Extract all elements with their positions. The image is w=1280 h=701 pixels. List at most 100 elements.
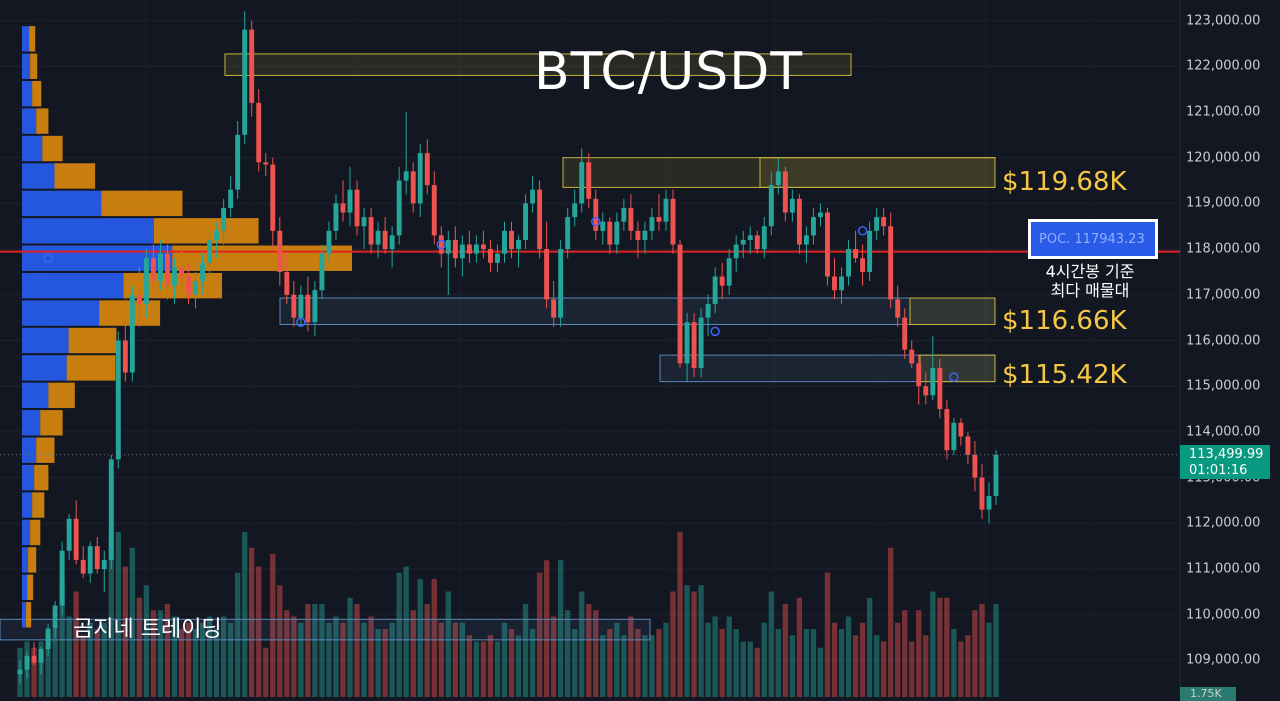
- candle-body: [52, 605, 58, 629]
- volume-bar: [565, 610, 571, 697]
- volume-bar: [719, 629, 725, 697]
- chart-title: BTC/USDT: [534, 42, 804, 102]
- price-tick-label: 118,000.00: [1186, 241, 1261, 257]
- candle-body: [319, 253, 325, 291]
- volume-bar: [220, 616, 227, 697]
- volume-bar: [129, 547, 136, 697]
- zone-label-115-42k: $115.42K: [1002, 360, 1127, 390]
- candle-body: [860, 258, 866, 272]
- candle-body: [740, 239, 746, 245]
- profile-buy-bar: [22, 218, 154, 244]
- candle-body: [628, 207, 634, 231]
- volume-bar: [895, 622, 901, 697]
- profile-buy-bar: [22, 190, 102, 217]
- volume-bar: [979, 604, 985, 697]
- volume-bar: [347, 597, 353, 697]
- candle-body: [270, 164, 276, 231]
- candle-body: [951, 422, 957, 451]
- candle-body: [895, 299, 901, 318]
- price-tick-label: 115,000.00: [1186, 378, 1261, 394]
- candle-body: [853, 249, 859, 259]
- candle-body: [249, 29, 255, 103]
- price-tick-label: 120,000.00: [1186, 150, 1261, 166]
- candle-body: [298, 294, 304, 318]
- profile-sell-bar: [34, 464, 49, 491]
- candle-body: [881, 217, 887, 227]
- profile-sell-bar: [27, 574, 34, 601]
- volume-bar: [937, 597, 943, 697]
- volume-bar: [213, 629, 220, 697]
- candle-body: [389, 235, 395, 250]
- profile-buy-bar: [22, 108, 37, 134]
- candle-body: [909, 349, 915, 364]
- volume-bar: [52, 629, 58, 697]
- candle-body: [832, 276, 837, 291]
- volume-bar: [122, 566, 128, 697]
- profile-sell-bar: [32, 492, 45, 518]
- volume-bar: [698, 585, 704, 697]
- poc-note-line2: 최다 매물대: [1050, 281, 1130, 300]
- volume-bar: [635, 629, 641, 697]
- volume-bar: [789, 635, 796, 697]
- profile-sell-bar: [29, 26, 36, 52]
- volume-bar: [403, 566, 409, 697]
- price-tick-label: 121,000.00: [1186, 104, 1261, 120]
- volume-bar: [712, 616, 718, 697]
- volume-bar: [326, 622, 332, 697]
- profile-buy-bar: [22, 300, 100, 326]
- candle-body: [621, 207, 627, 222]
- price-tick-label: 110,000.00: [1186, 607, 1261, 623]
- volume-bar: [733, 629, 739, 697]
- candle-body: [115, 340, 121, 460]
- candle-body: [803, 235, 809, 245]
- candle-body: [291, 294, 297, 318]
- candle-body: [782, 171, 788, 213]
- zone-116-66k-label: [909, 297, 996, 326]
- candle-body: [839, 276, 844, 291]
- profile-buy-bar: [22, 574, 28, 601]
- candle-body: [59, 550, 65, 606]
- candle-body: [965, 436, 971, 455]
- volume-bar: [803, 629, 810, 697]
- candle-body: [438, 235, 444, 254]
- candle-body: [17, 669, 23, 675]
- candle-body: [214, 230, 220, 240]
- candle-body: [768, 185, 774, 227]
- volume-bar: [817, 647, 824, 697]
- candle-body: [916, 363, 922, 387]
- profile-sell-bar: [36, 108, 49, 134]
- volume-bar: [607, 629, 613, 697]
- volume-bar: [66, 616, 72, 697]
- candle-body: [754, 235, 760, 250]
- candle-body: [480, 244, 486, 250]
- price-tick-label: 116,000.00: [1186, 333, 1261, 348]
- volume-bar: [986, 622, 992, 697]
- volume-bar: [810, 629, 817, 697]
- signal-marker: [43, 253, 53, 263]
- profile-sell-bar: [28, 547, 37, 573]
- volume-bar: [691, 591, 697, 697]
- volume-bar: [115, 532, 121, 697]
- candle-body: [466, 244, 472, 254]
- candle-body: [818, 212, 823, 218]
- candle-body: [888, 226, 894, 300]
- candle-body: [143, 258, 149, 304]
- volume-bar: [466, 635, 473, 697]
- candle-body: [368, 217, 374, 245]
- candle-body: [445, 239, 451, 254]
- zone-label-116-66k: $116.66K: [1002, 306, 1127, 336]
- volume-bar: [270, 554, 276, 697]
- volume-bar: [291, 616, 297, 697]
- volume-bar: [649, 635, 655, 697]
- volume-bar: [87, 622, 93, 697]
- candle-body: [354, 189, 360, 227]
- candle-body: [403, 171, 409, 181]
- zone-label-119-68k: $119.68K: [1002, 167, 1127, 197]
- last-price: 113,499.99: [1189, 447, 1264, 462]
- candle-body: [698, 317, 704, 368]
- volume-bar: [508, 629, 515, 697]
- candle-body: [874, 217, 880, 231]
- volume-bar: [389, 622, 395, 697]
- volume-bar: [417, 579, 423, 697]
